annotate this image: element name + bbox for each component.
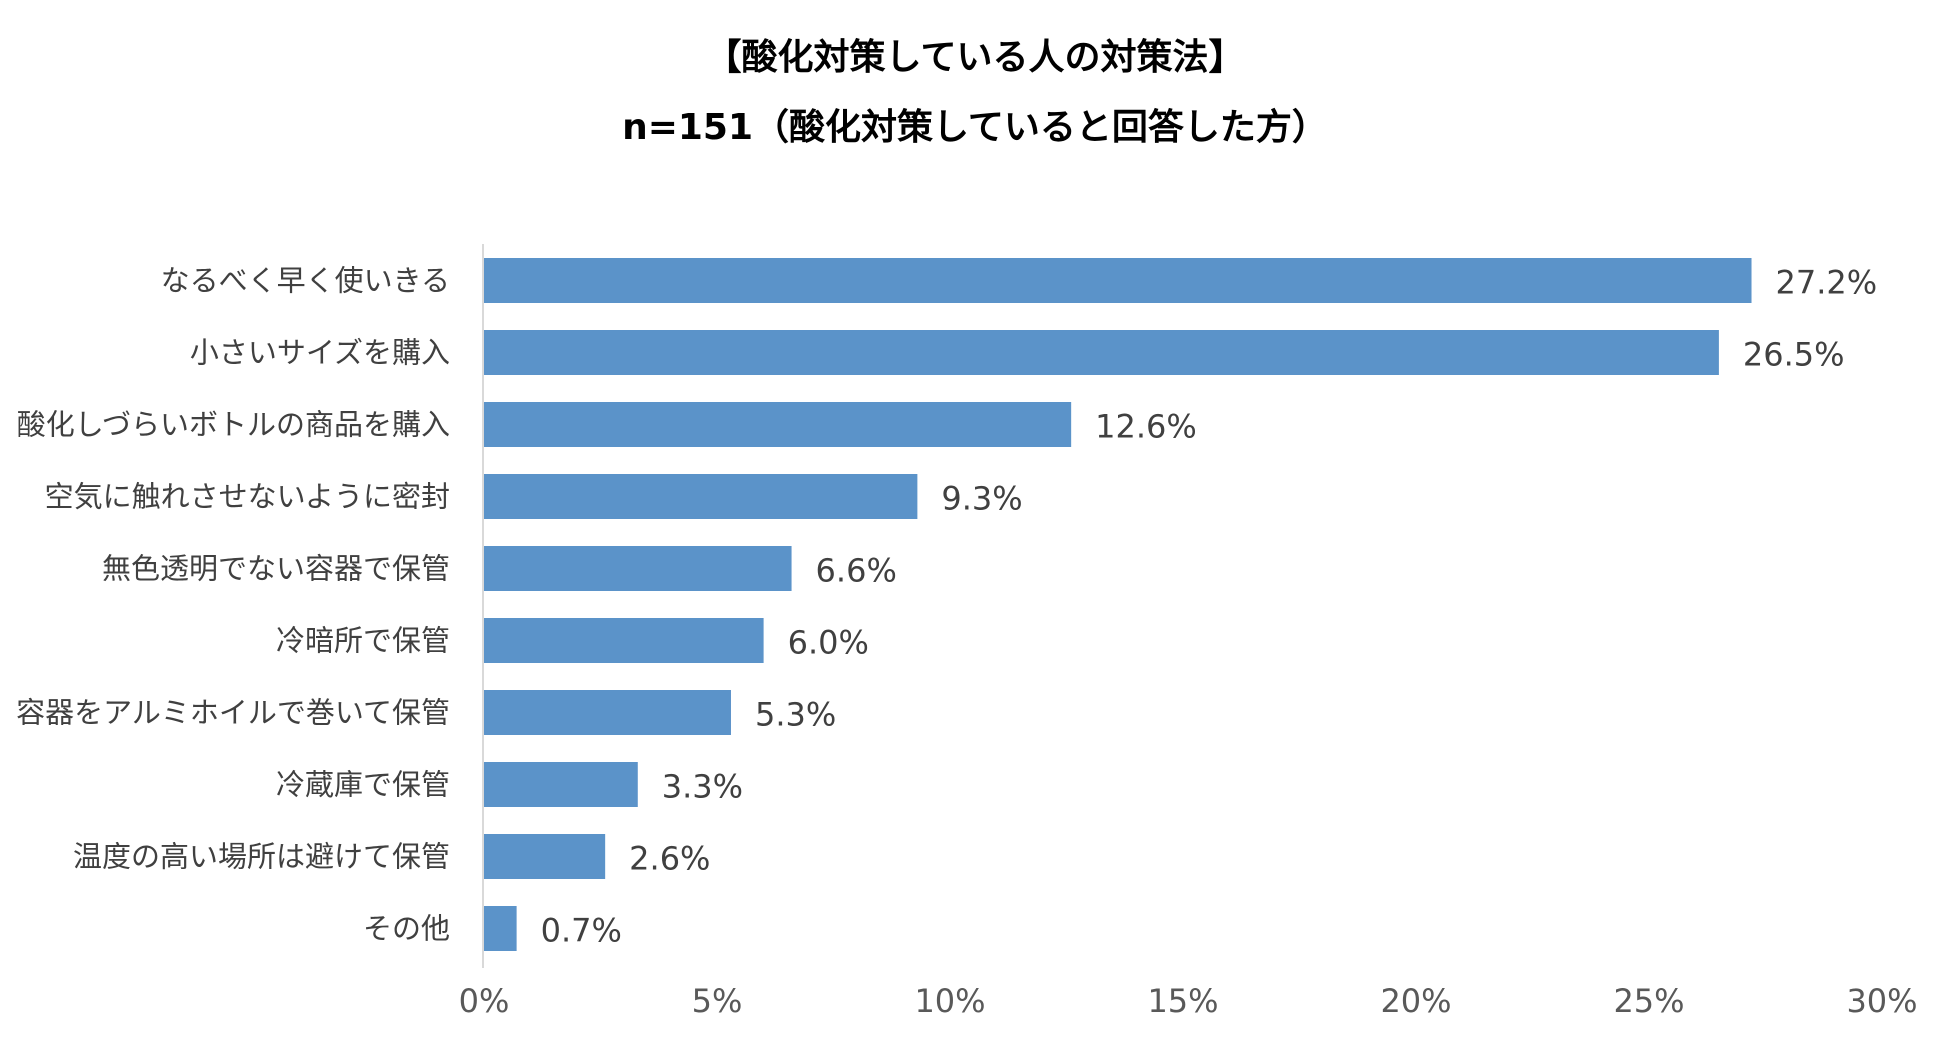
category-label-5: 無色透明でない容器で保管 [102, 552, 450, 586]
data-label-7: 5.3% [755, 696, 836, 734]
bar-5 [484, 546, 792, 591]
x-tick-label-4: 20% [1380, 982, 1451, 1020]
data-label-10: 0.7% [541, 912, 622, 950]
chart-title: 【酸化対策している人の対策法】 [705, 37, 1245, 78]
category-label-8: 冷蔵庫で保管 [276, 768, 450, 802]
x-tick-label-1: 5% [692, 982, 743, 1020]
data-label-6: 6.0% [788, 624, 869, 662]
x-tick-label-5: 25% [1613, 982, 1684, 1020]
x-tick-label-3: 15% [1147, 982, 1218, 1020]
bar-3 [484, 402, 1072, 447]
bar-6 [484, 618, 764, 663]
category-label-6: 冷暗所で保管 [276, 624, 450, 658]
category-label-3: 酸化しづらいボトルの商品を購入 [17, 408, 450, 442]
category-label-10: その他 [363, 912, 450, 946]
data-label-5: 6.6% [816, 552, 897, 590]
category-label-9: 温度の高い場所は避けて保管 [73, 840, 450, 874]
bar-9 [484, 834, 606, 879]
x-tick-label-0: 0% [459, 982, 510, 1020]
x-tick-label-6: 30% [1846, 982, 1917, 1020]
data-label-9: 2.6% [629, 840, 710, 878]
data-label-4: 9.3% [941, 480, 1022, 518]
category-label-4: 空気に触れさせないように密封 [45, 480, 450, 514]
category-label-7: 容器をアルミホイルで巻いて保管 [16, 696, 450, 730]
category-label-2: 小さいサイズを購入 [190, 336, 450, 370]
bar-8 [484, 762, 638, 807]
chart-subtitle: n=151（酸化対策していると回答した方） [622, 107, 1328, 148]
data-label-2: 26.5% [1743, 336, 1845, 374]
data-label-1: 27.2% [1776, 264, 1878, 302]
x-tick-label-2: 10% [914, 982, 985, 1020]
data-label-3: 12.6% [1095, 408, 1197, 446]
bar-7 [484, 690, 731, 735]
bar-4 [484, 474, 918, 519]
bar-1 [484, 258, 1752, 303]
category-label-1: なるべく早く使いきる [161, 264, 450, 298]
bar-2 [484, 330, 1719, 375]
bar-10 [484, 906, 517, 951]
data-label-8: 3.3% [662, 768, 743, 806]
